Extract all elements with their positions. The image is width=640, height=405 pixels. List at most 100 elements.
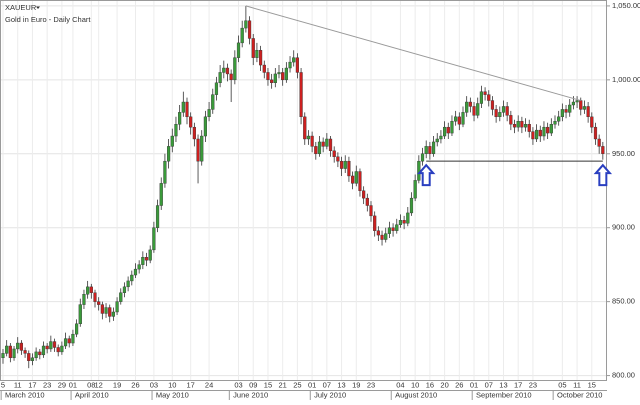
x-tick-label: 11	[573, 380, 581, 389]
candle-body	[424, 146, 428, 154]
x-tick-label: 12	[95, 380, 103, 389]
x-tick-label: 19	[113, 380, 121, 389]
candle-body	[141, 257, 145, 265]
candle-body	[130, 274, 134, 282]
candle-body	[579, 100, 583, 110]
candle-body	[299, 72, 303, 118]
candle-body	[461, 112, 465, 125]
candle-body	[63, 338, 68, 347]
candle-body	[89, 286, 93, 293]
candle-body	[365, 197, 369, 206]
x-tick-label: 03	[150, 380, 158, 389]
x-tick-label: 01	[69, 380, 77, 389]
candle-body	[402, 220, 406, 224]
x-tick-label: 20	[440, 380, 448, 389]
candle-body	[568, 104, 572, 113]
candle-body	[93, 292, 97, 302]
candle-body	[343, 160, 347, 169]
candle-body	[542, 126, 546, 137]
y-tick-label: 1,050.00	[612, 1, 640, 10]
candle-body	[100, 304, 104, 314]
x-tick-label: 01	[470, 380, 478, 389]
candle-body	[553, 121, 557, 125]
candle-body	[358, 171, 362, 191]
candle-body	[181, 101, 185, 113]
candle-body	[111, 311, 115, 317]
x-tick-label: 10	[168, 380, 176, 389]
x-tick-label: 11	[14, 380, 22, 389]
candle-body	[27, 353, 31, 361]
candle-body	[52, 341, 57, 348]
x-tick-label: 04	[396, 380, 404, 389]
month-label: March 2010	[5, 390, 45, 399]
candle-body	[549, 124, 553, 134]
arrow	[593, 163, 613, 187]
candle-body	[67, 338, 71, 344]
month-label: September 2010	[476, 390, 531, 399]
candle-body	[133, 268, 138, 276]
candle-body	[501, 106, 506, 113]
candle-body	[115, 301, 119, 313]
candle-body	[281, 72, 285, 81]
candle-body	[19, 342, 23, 351]
y-tick-label: 950.00	[612, 149, 635, 158]
y-tick-label: 900.00	[612, 223, 635, 232]
candle-body	[82, 294, 86, 305]
month-label: August 2010	[395, 390, 437, 399]
candle-body	[321, 141, 325, 147]
candle-body	[229, 73, 233, 81]
candles	[1, 5, 605, 369]
x-tick-label: 24	[205, 380, 213, 389]
candle-body	[45, 345, 49, 350]
x-tick-label: 15	[264, 380, 272, 389]
x-tick-label: 07	[323, 380, 331, 389]
x-tick-label: 19	[352, 380, 360, 389]
x-tick-label: 16	[426, 380, 434, 389]
candle-body	[317, 141, 322, 154]
x-tick-label: 17	[187, 380, 195, 389]
candle-body	[450, 121, 454, 134]
candle-body	[354, 171, 358, 184]
x-tick-label: 07	[485, 380, 493, 389]
candle-body	[490, 100, 495, 110]
candle-body	[505, 106, 509, 116]
candle-body	[487, 94, 491, 101]
candle-body	[557, 116, 561, 122]
candle-body	[457, 116, 461, 125]
candle-body	[439, 135, 443, 140]
candle-body	[523, 124, 528, 128]
candle-body	[233, 57, 237, 81]
symbol-dropdown[interactable]	[36, 6, 40, 10]
candle-body	[207, 109, 211, 118]
symbol[interactable]: XAUEUR	[5, 3, 37, 12]
candle-body	[586, 106, 590, 118]
candle-body	[564, 109, 568, 113]
month-label: June 2010	[233, 390, 268, 399]
candle-body	[582, 106, 587, 110]
candle-body	[483, 91, 487, 95]
candle-body	[413, 180, 417, 199]
candle-body	[16, 342, 20, 350]
candle-body	[288, 61, 292, 69]
candle-body	[222, 67, 226, 73]
candle-body	[398, 220, 403, 225]
candle-body	[328, 138, 333, 152]
candle-body	[255, 50, 259, 58]
candle-body	[560, 109, 564, 118]
x-tick-label: 03	[234, 380, 242, 389]
x-tick-label: 5	[1, 380, 5, 389]
candle-body	[185, 101, 189, 118]
candle-body	[347, 160, 351, 177]
candle-body	[119, 292, 123, 302]
x-tick-label: 23	[367, 380, 375, 389]
candle-body	[476, 103, 480, 116]
candle-body	[597, 138, 601, 147]
candle-body	[200, 135, 204, 162]
candle-body	[516, 121, 520, 128]
candle-body	[406, 212, 410, 224]
x-tick-label: 15	[588, 380, 596, 389]
candle-body	[472, 106, 476, 116]
annotations	[245, 5, 613, 187]
candle-body	[277, 72, 281, 75]
